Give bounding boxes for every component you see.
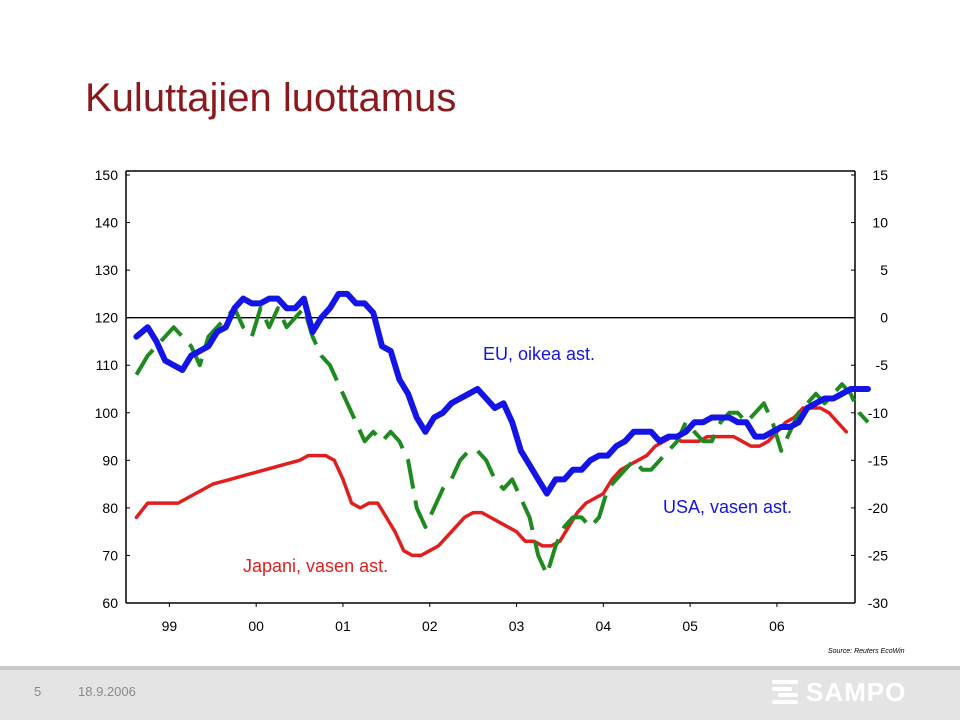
x-tick-label: 03	[509, 618, 525, 634]
japan-series-label: Japani, vasen ast.	[243, 556, 388, 576]
page-number: 5	[34, 684, 42, 699]
gridlines	[125, 170, 856, 604]
eu-series-label: EU, oikea ast.	[483, 344, 595, 364]
right-axis: 15 10 5 0 -5 -10 -15 -20 -25 -30	[851, 167, 888, 611]
right-tick-label: 15	[872, 167, 888, 183]
series-lines	[133, 290, 871, 577]
left-tick-label: 60	[102, 595, 118, 611]
x-tick-label: 04	[596, 618, 612, 634]
x-tick-label: 06	[769, 618, 785, 634]
left-tick-label: 100	[95, 405, 119, 421]
usa-series-line	[133, 290, 871, 497]
slide-title: Kuluttajien luottamus	[85, 76, 457, 120]
left-tick-label: 130	[95, 262, 119, 278]
left-tick-label: 140	[95, 215, 119, 231]
left-tick-label: 110	[96, 357, 119, 373]
sampo-logo-icon	[772, 680, 798, 704]
left-tick-label: 90	[102, 452, 118, 468]
left-tick-label: 150	[95, 167, 119, 183]
right-tick-label: -5	[876, 357, 889, 373]
left-axis: 150 140 130 120 110 100 90 80 70 60	[95, 167, 130, 611]
japan-series-line	[134, 406, 849, 558]
x-tick-label: 02	[422, 618, 438, 634]
right-tick-label: -30	[868, 595, 888, 611]
left-tick-label: 120	[95, 310, 119, 326]
eu-series-line	[134, 306, 870, 577]
x-tick-label: 01	[335, 618, 351, 634]
footer-date: 18.9.2006	[78, 684, 136, 699]
x-axis: 99 00 01 02 03 04 05 06	[162, 603, 785, 634]
right-tick-label: 5	[880, 262, 888, 278]
right-tick-label: 10	[872, 215, 888, 231]
x-tick-label: 05	[682, 618, 698, 634]
right-tick-label: 0	[880, 310, 888, 326]
sampo-logo-text: SAMPO	[806, 676, 907, 707]
x-tick-label: 00	[248, 618, 264, 634]
left-tick-label: 80	[102, 500, 118, 516]
left-tick-label: 70	[102, 547, 118, 563]
usa-series-label: USA, vasen ast.	[663, 497, 792, 517]
source-note: Source: Reuters EcoWin	[828, 648, 905, 655]
right-tick-label: -10	[868, 405, 888, 421]
right-tick-label: -25	[868, 547, 888, 563]
x-tick-label: 99	[162, 618, 178, 634]
sampo-logo: SAMPO	[770, 676, 906, 708]
right-tick-label: -20	[868, 500, 888, 516]
right-tick-label: -15	[868, 452, 888, 468]
footer-bar	[0, 666, 960, 720]
